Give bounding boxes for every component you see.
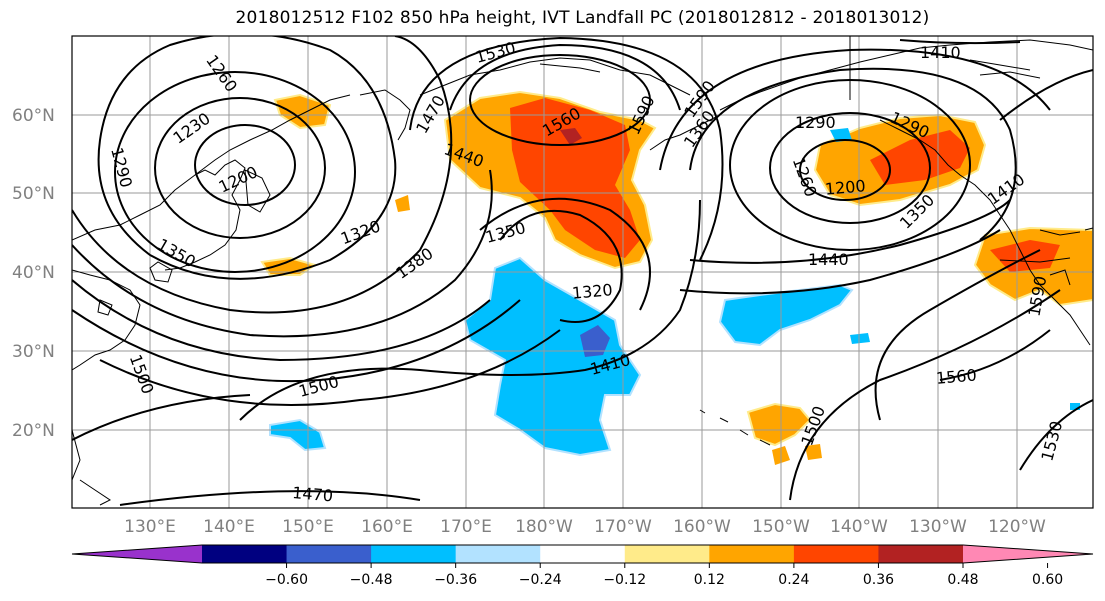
colorbar-tick-label: −0.12 bbox=[603, 572, 646, 588]
colorbar-segment bbox=[202, 545, 288, 563]
colorbar-outline bbox=[71, 544, 1094, 564]
colorbar-tick-label: 0.48 bbox=[947, 572, 978, 588]
longitude-labels: 130°E 140°E 150°E 160°E 170°E 180°W 170°… bbox=[124, 517, 1046, 537]
lon-label: 180°W bbox=[515, 517, 573, 537]
contour-label: 1200 bbox=[824, 176, 866, 198]
lon-label: 170°W bbox=[594, 517, 652, 537]
colorbar-tick-label: 0.36 bbox=[863, 572, 894, 588]
lon-label: 140°E bbox=[203, 517, 255, 537]
contour-label: 1440 bbox=[808, 250, 849, 269]
lon-label: 170°E bbox=[440, 517, 492, 537]
colorbar-tick-label: 0.60 bbox=[1032, 572, 1063, 588]
colorbar-segment bbox=[793, 545, 879, 563]
colorbar-segment bbox=[371, 545, 457, 563]
colorbar-segment bbox=[286, 545, 372, 563]
contour-label: 1410 bbox=[920, 43, 961, 62]
height-contours bbox=[72, 36, 1093, 506]
coastlines bbox=[72, 36, 1093, 506]
colorbar-segment bbox=[624, 545, 710, 563]
colorbar-tick-label: −0.36 bbox=[434, 572, 477, 588]
lat-label: 30°N bbox=[12, 342, 55, 362]
latitude-labels: 60°N 50°N 40°N 30°N 20°N bbox=[12, 106, 55, 441]
lat-label: 60°N bbox=[12, 106, 55, 126]
lat-label: 20°N bbox=[12, 421, 55, 441]
colorbar-segment bbox=[878, 545, 964, 563]
lon-label: 130°W bbox=[909, 517, 967, 537]
lon-label: 120°W bbox=[988, 517, 1046, 537]
contour-label: 1560 bbox=[935, 365, 977, 387]
lat-label: 50°N bbox=[12, 184, 55, 204]
lon-label: 140°W bbox=[830, 517, 888, 537]
contour-label: 1320 bbox=[571, 280, 613, 302]
colorbar-extend-low bbox=[72, 545, 202, 563]
lat-label: 40°N bbox=[12, 263, 55, 283]
colorbar-tick-label: −0.48 bbox=[350, 572, 393, 588]
contour-label: 1470 bbox=[292, 483, 334, 505]
colorbar-tick-label: −0.24 bbox=[519, 572, 562, 588]
lon-label: 130°E bbox=[124, 517, 176, 537]
lon-label: 150°E bbox=[282, 517, 334, 537]
map-title: 2018012512 F102 850 hPa height, IVT Land… bbox=[235, 8, 930, 28]
colorbar-extend-high bbox=[963, 545, 1093, 563]
lon-label: 150°W bbox=[752, 517, 810, 537]
colorbar-segment bbox=[540, 545, 626, 563]
colorbar-tick-label: −0.60 bbox=[265, 572, 308, 588]
lon-label: 160°W bbox=[673, 517, 731, 537]
colorbar-tick-label: 0.12 bbox=[694, 572, 725, 588]
ivt-negative-fill bbox=[269, 128, 1080, 457]
colorbar-tick-label: 0.24 bbox=[778, 572, 809, 588]
colorbar-segment bbox=[709, 545, 795, 563]
colorbar: −0.60 −0.48 −0.36 −0.24 −0.12 0.12 0.24 0.36 0.4… bbox=[71, 544, 1094, 588]
contour-label: 1290 bbox=[795, 113, 836, 132]
graticule bbox=[72, 36, 1093, 508]
colorbar-segment bbox=[455, 545, 541, 563]
lon-label: 160°E bbox=[361, 517, 413, 537]
map-border bbox=[71, 35, 1094, 509]
